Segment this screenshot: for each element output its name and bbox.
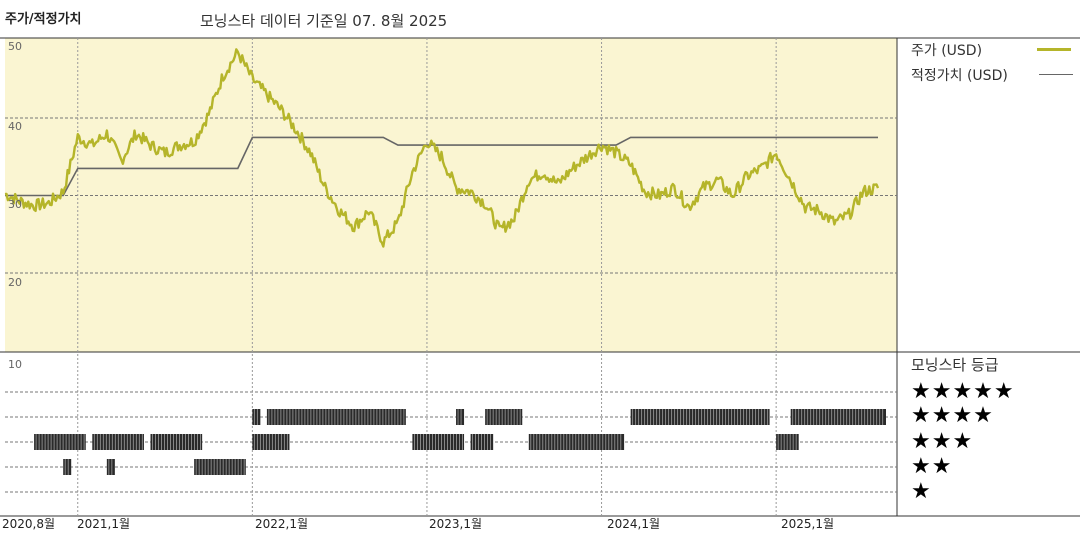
five-star-label: ★★★★★ — [911, 379, 1015, 404]
y-tick-label: 30 — [8, 198, 22, 211]
rating-bar-3-star — [776, 434, 799, 450]
y-tick-label: 50 — [8, 40, 22, 53]
legend-fair-swatch — [1039, 74, 1073, 75]
x-tick-label: 2022,1월 — [255, 517, 308, 531]
rating-bar-4-star — [266, 409, 406, 425]
rating-bar-3-star — [528, 434, 625, 450]
rating-bar-fill — [456, 409, 465, 425]
one-star-label: ★ — [911, 479, 932, 504]
rating-bar-3-star — [150, 434, 203, 450]
rating-bar-fill — [790, 409, 886, 425]
rating-bar-fill — [252, 409, 261, 425]
rating-bar-4-star — [790, 409, 886, 425]
rating-bar-2-star — [63, 459, 72, 475]
rating-bar-3-star — [470, 434, 494, 450]
rating-bar-2-star — [194, 459, 246, 475]
x-tick-label: 2025,1월 — [781, 517, 834, 531]
x-tick-label: 2024,1월 — [607, 517, 660, 531]
rating-title: 모닝스타 등급 — [911, 356, 999, 374]
rating-bar-3-star — [252, 434, 290, 450]
rating-bar-4-star — [456, 409, 465, 425]
fair-value-line — [5, 136, 878, 197]
rating-bar-fill — [252, 434, 290, 450]
four-star-label: ★★★★ — [911, 403, 994, 428]
price-line — [4, 48, 880, 248]
rating-bar-3-star — [92, 434, 144, 450]
y-tick-label: 40 — [8, 120, 22, 133]
chart-title: 주가/적정가치 — [5, 12, 82, 27]
rating-bar-3-star — [34, 434, 86, 450]
data-date-subtitle: 모닝스타 데이터 기준일 07. 8월 2025 — [200, 12, 448, 30]
two-star-label: ★★ — [911, 454, 953, 479]
rating-bar-fill — [630, 409, 770, 425]
rating-bar-fill — [528, 434, 625, 450]
y-tick-label: 10 — [8, 358, 22, 371]
legend-fair-label: 적정가치 (USD) — [911, 68, 1008, 84]
rating-bar-fill — [266, 409, 406, 425]
y-tick-label: 20 — [8, 276, 22, 289]
legend-price-label: 주가 (USD) — [911, 43, 983, 59]
legend: 주가 (USD) 적정가치 (USD) — [897, 38, 1080, 354]
x-tick-label: 2023,1월 — [429, 517, 482, 531]
rating-bar-fill — [63, 459, 72, 475]
rating-bar-4-star — [252, 409, 261, 425]
rating-bar-4-star — [630, 409, 770, 425]
x-tick-label: 2020,8월 — [2, 517, 55, 531]
rating-bar-2-star — [106, 459, 115, 475]
rating-bar-4-star — [485, 409, 523, 425]
legend-price-swatch — [1037, 48, 1071, 51]
rating-bar-fill — [485, 409, 523, 425]
three-star-label: ★★★ — [911, 429, 974, 454]
rating-bar-fill — [106, 459, 115, 475]
rating-bar-3-star — [412, 434, 465, 450]
x-tick-label: 2021,1월 — [77, 517, 130, 531]
